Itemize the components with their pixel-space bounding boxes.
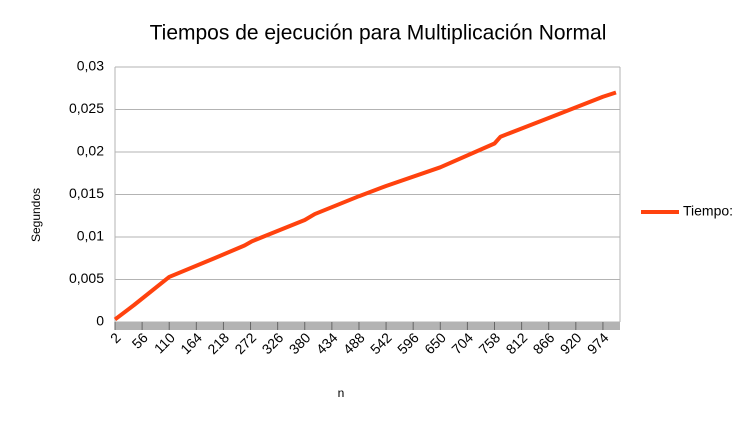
x-tick-label: 272 [231, 329, 259, 357]
x-tick-label: 380 [286, 329, 314, 357]
y-tick-label: 0,005 [69, 270, 104, 286]
x-tick-label: 812 [503, 329, 531, 357]
x-tick-label: 542 [367, 329, 395, 357]
x-tick-label: 866 [530, 329, 558, 357]
x-tick-label: 596 [394, 329, 422, 357]
y-tick-label: 0,01 [77, 228, 104, 244]
x-tick-label: 218 [204, 329, 232, 357]
y-tick-label: 0 [96, 313, 104, 329]
x-tick-label: 758 [475, 329, 503, 357]
y-tick-label: 0,02 [77, 143, 104, 159]
x-tick-label: 56 [129, 329, 151, 351]
y-tick-label: 0,025 [69, 100, 104, 116]
x-tick-label: 164 [177, 329, 205, 357]
x-tick-label: 326 [259, 329, 287, 357]
y-axis-label: Segundos [29, 188, 43, 242]
chart-title: Tiempos de ejecución para Multiplicación… [150, 22, 607, 45]
x-tick-label: 920 [557, 329, 585, 357]
x-tick-label: 650 [421, 329, 449, 357]
x-axis-band [115, 322, 620, 330]
x-tick-label: 434 [313, 329, 341, 357]
legend-label: Tiempo: [683, 203, 733, 219]
x-tick-label: 704 [448, 329, 476, 357]
y-tick-label: 0,03 [77, 58, 104, 74]
x-tick-label: 110 [151, 329, 178, 356]
data-line [113, 90, 617, 322]
x-tick-label: 488 [340, 329, 368, 357]
x-tick-label: 974 [584, 329, 612, 357]
x-axis-label: n [338, 386, 345, 400]
y-tick-label: 0,015 [69, 185, 104, 201]
x-tick-label: 2 [107, 329, 124, 346]
